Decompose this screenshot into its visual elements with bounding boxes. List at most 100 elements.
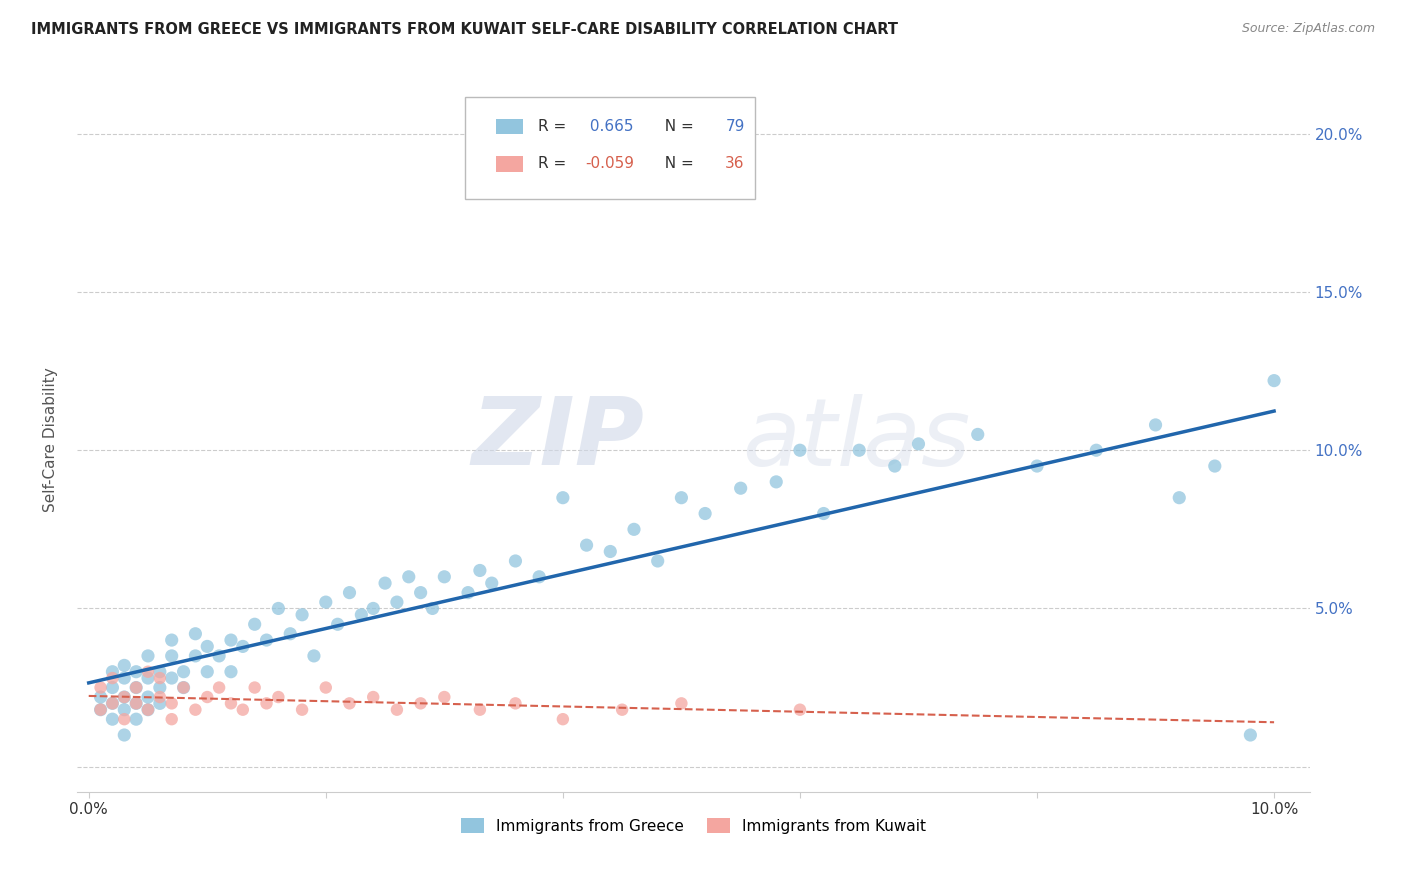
Y-axis label: Self-Care Disability: Self-Care Disability <box>44 367 58 511</box>
Point <box>789 703 811 717</box>
Point <box>599 544 621 558</box>
Point <box>136 665 159 679</box>
Point <box>90 703 112 717</box>
Point <box>409 697 432 711</box>
Point <box>339 585 361 599</box>
Point <box>125 681 148 695</box>
Point <box>149 697 172 711</box>
Point <box>160 712 183 726</box>
Point <box>112 690 135 704</box>
Text: 0.665: 0.665 <box>585 119 633 134</box>
Point <box>232 703 254 717</box>
Text: 36: 36 <box>725 156 745 171</box>
Point <box>173 681 195 695</box>
Point <box>112 712 135 726</box>
Point <box>278 626 301 640</box>
Point <box>173 665 195 679</box>
Point <box>219 633 242 648</box>
Point <box>907 437 929 451</box>
Point <box>1239 728 1261 742</box>
Point <box>112 690 135 704</box>
Point <box>101 671 124 685</box>
Point <box>789 443 811 458</box>
Text: R =: R = <box>538 119 571 134</box>
Point <box>232 640 254 654</box>
Point <box>149 665 172 679</box>
Point <box>90 690 112 704</box>
Point <box>101 712 124 726</box>
Point <box>398 570 420 584</box>
Point <box>966 427 988 442</box>
Point <box>361 690 384 704</box>
Legend: Immigrants from Greece, Immigrants from Kuwait: Immigrants from Greece, Immigrants from … <box>461 818 925 834</box>
Point <box>184 648 207 663</box>
Point <box>505 554 527 568</box>
Point <box>1204 458 1226 473</box>
Point <box>291 703 314 717</box>
Point <box>848 443 870 458</box>
Point <box>765 475 787 489</box>
Point <box>160 697 183 711</box>
Bar <box>465 97 755 199</box>
Point <box>149 671 172 685</box>
Point <box>256 697 278 711</box>
Point <box>551 491 574 505</box>
Point <box>219 665 242 679</box>
Text: IMMIGRANTS FROM GREECE VS IMMIGRANTS FROM KUWAIT SELF-CARE DISABILITY CORRELATIO: IMMIGRANTS FROM GREECE VS IMMIGRANTS FRO… <box>31 22 898 37</box>
Point <box>385 703 408 717</box>
Point <box>195 690 218 704</box>
Point <box>243 681 266 695</box>
Point <box>136 690 159 704</box>
Point <box>136 648 159 663</box>
Point <box>112 658 135 673</box>
Point <box>315 681 337 695</box>
Point <box>267 690 290 704</box>
Point <box>125 697 148 711</box>
Point <box>1144 417 1167 432</box>
Point <box>149 690 172 704</box>
Point <box>184 626 207 640</box>
Point <box>160 633 183 648</box>
Point <box>695 507 717 521</box>
Point <box>326 617 349 632</box>
Bar <box>496 156 523 172</box>
Point <box>1085 443 1108 458</box>
Point <box>813 507 835 521</box>
Point <box>457 585 479 599</box>
Point <box>149 681 172 695</box>
Point <box>184 703 207 717</box>
Point <box>422 601 444 615</box>
Point <box>112 728 135 742</box>
Point <box>302 648 325 663</box>
Bar <box>496 119 523 135</box>
Point <box>243 617 266 632</box>
Point <box>374 576 396 591</box>
Point <box>136 703 159 717</box>
Point <box>90 681 112 695</box>
Text: Source: ZipAtlas.com: Source: ZipAtlas.com <box>1241 22 1375 36</box>
Point <box>350 607 373 622</box>
Point <box>195 665 218 679</box>
Point <box>291 607 314 622</box>
Point <box>468 564 491 578</box>
Point <box>339 697 361 711</box>
Point <box>527 570 550 584</box>
Point <box>90 703 112 717</box>
Point <box>883 458 905 473</box>
Point <box>623 522 645 536</box>
Point <box>481 576 503 591</box>
Point <box>1263 374 1285 388</box>
Point <box>173 681 195 695</box>
Point <box>160 648 183 663</box>
Point <box>433 690 456 704</box>
Point <box>160 671 183 685</box>
Text: R =: R = <box>538 156 571 171</box>
Point <box>125 712 148 726</box>
Point <box>671 491 693 505</box>
Point <box>125 697 148 711</box>
Point <box>647 554 669 568</box>
Point <box>468 703 491 717</box>
Point <box>315 595 337 609</box>
Text: atlas: atlas <box>742 393 970 484</box>
Point <box>101 697 124 711</box>
